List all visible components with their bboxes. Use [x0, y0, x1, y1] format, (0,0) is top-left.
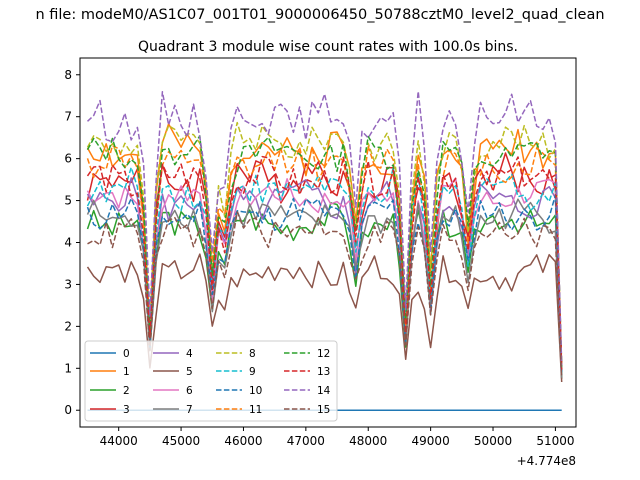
legend-label-3: 3: [123, 404, 130, 416]
series-line-3: [86, 152, 563, 371]
y-tick-label: 6: [64, 152, 72, 166]
series-line-6: [86, 177, 563, 373]
y-tick-label: 5: [64, 194, 72, 208]
legend-label-7: 7: [186, 404, 193, 416]
legend-label-15: 15: [317, 404, 330, 416]
series-line-8: [86, 121, 563, 368]
x-tick-label: 46000: [224, 434, 262, 448]
suptitle: n file: modeM0/AS1C07_001T01_9000006450_…: [35, 7, 604, 23]
x-tick-label: 45000: [162, 434, 200, 448]
legend-label-6: 6: [186, 385, 193, 397]
y-tick-label: 4: [64, 236, 72, 250]
legend-label-5: 5: [186, 366, 193, 378]
x-offset-label: +4.774e8: [517, 454, 576, 468]
y-tick-label: 3: [64, 277, 72, 291]
legend-label-14: 14: [317, 385, 331, 397]
legend-label-1: 1: [123, 366, 130, 378]
x-tick-label: 50000: [474, 434, 512, 448]
x-tick-label: 49000: [412, 434, 450, 448]
series-line-12: [86, 135, 563, 367]
x-tick-label: 47000: [287, 434, 325, 448]
legend-frame: [84, 340, 338, 422]
y-tick-label: 1: [64, 361, 72, 375]
legend-label-8: 8: [249, 348, 256, 360]
legend-label-0: 0: [123, 348, 130, 360]
legend-label-10: 10: [249, 385, 262, 397]
y-tick-label: 8: [64, 68, 72, 82]
x-tick-label: 44000: [100, 434, 138, 448]
series-line-14: [86, 90, 563, 366]
y-axis: 0 1 2 3 4 5 6 7 8: [64, 68, 80, 417]
x-tick-label: 51000: [536, 434, 574, 448]
series-line-5: [86, 253, 563, 383]
x-axis: 44000 45000 46000 47000 48000 49000 50000 51000: [100, 427, 575, 448]
legend-label-11: 11: [249, 404, 262, 416]
y-tick-label: 0: [64, 403, 72, 417]
series-line-10: [86, 194, 563, 375]
series-line-13: [86, 155, 563, 370]
series-line-15: [87, 211, 563, 379]
series-layer: [86, 90, 563, 411]
series-line-9: [86, 166, 563, 373]
series-line-11: [86, 144, 563, 368]
y-tick-label: 7: [64, 110, 72, 124]
chart-title: Quadrant 3 module wise count rates with …: [138, 39, 518, 55]
legend-label-4: 4: [186, 348, 193, 360]
x-tick-label: 48000: [349, 434, 387, 448]
y-tick-label: 2: [64, 319, 72, 333]
legend-label-2: 2: [123, 385, 130, 397]
legend-label-12: 12: [317, 348, 330, 360]
legend-label-9: 9: [249, 366, 256, 378]
legend-label-13: 13: [317, 366, 330, 378]
series-line-4: [86, 177, 563, 373]
